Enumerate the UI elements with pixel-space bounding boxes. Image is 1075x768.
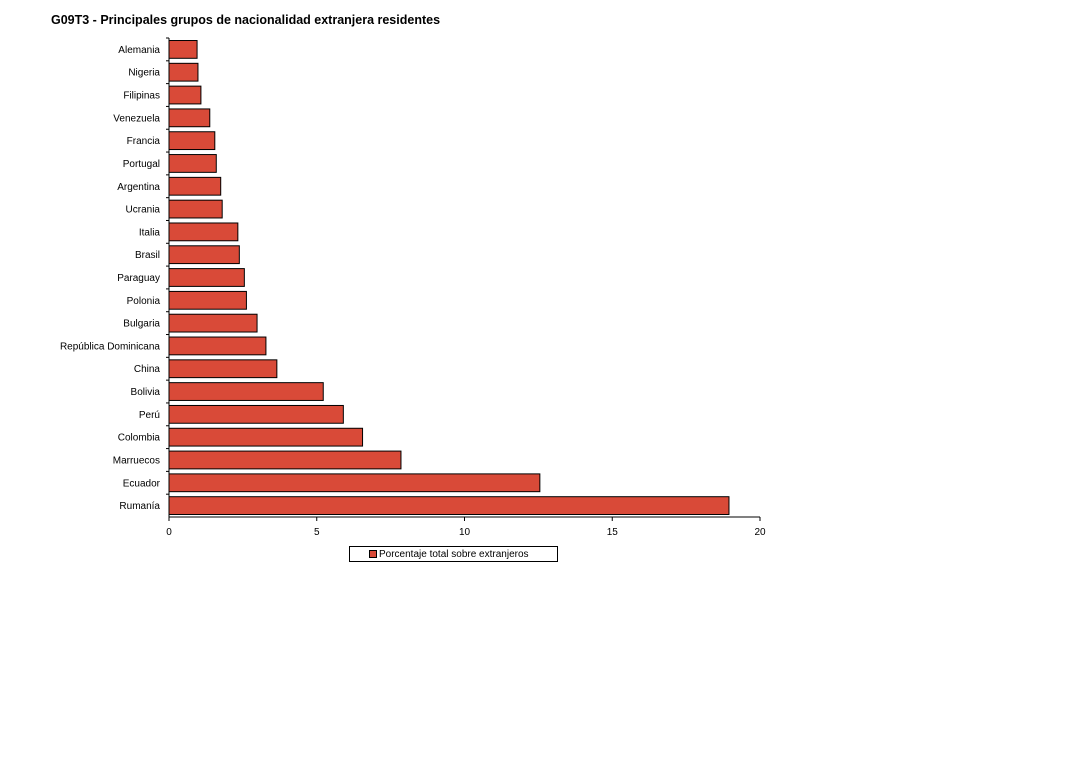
bar xyxy=(168,496,730,515)
bar xyxy=(168,176,222,196)
bar xyxy=(168,199,223,219)
bar xyxy=(168,154,217,173)
category-label: Argentina xyxy=(117,182,160,193)
bar xyxy=(168,62,199,82)
bar xyxy=(168,290,247,310)
category-label: Filipinas xyxy=(123,91,160,102)
category-label: Venezuela xyxy=(113,113,160,124)
bar xyxy=(168,382,324,401)
x-tick-label: 15 xyxy=(607,527,619,538)
bar xyxy=(168,40,198,59)
category-label: República Dominicana xyxy=(60,341,160,352)
chart-title: G09T3 - Principales grupos de nacionalid… xyxy=(51,13,441,27)
category-label: Portugal xyxy=(123,159,160,170)
category-label: Francia xyxy=(127,136,161,147)
category-label: Colombia xyxy=(118,433,161,444)
bar xyxy=(168,427,364,447)
x-tick-label: 10 xyxy=(459,527,471,538)
legend: Porcentaje total sobre extranjeros xyxy=(349,546,558,562)
category-label: Bolivia xyxy=(131,387,161,398)
bar xyxy=(168,108,211,128)
category-label: Italia xyxy=(139,227,161,238)
bar xyxy=(168,336,267,356)
category-label: Perú xyxy=(139,410,160,421)
category-label: Rumanía xyxy=(119,501,160,512)
category-label: Paraguay xyxy=(117,273,160,284)
x-tick-label: 5 xyxy=(314,527,320,538)
category-label: Ecuador xyxy=(123,478,161,489)
bar xyxy=(168,359,278,379)
category-label: Marruecos xyxy=(113,455,160,466)
bar xyxy=(168,131,216,151)
bar xyxy=(168,222,239,242)
category-label: Ucrania xyxy=(126,205,161,216)
bar xyxy=(168,85,202,105)
category-label: Nigeria xyxy=(128,68,160,79)
category-label: Brasil xyxy=(135,250,160,261)
legend-swatch xyxy=(369,550,377,558)
bar xyxy=(168,404,344,424)
bar xyxy=(168,313,258,333)
category-label: Alemania xyxy=(118,45,160,56)
category-label: China xyxy=(134,364,161,375)
bar xyxy=(168,245,240,265)
bar xyxy=(168,450,402,470)
bar xyxy=(168,473,541,493)
x-tick-label: 0 xyxy=(166,527,172,538)
category-label: Polonia xyxy=(127,296,161,307)
legend-label: Porcentaje total sobre extranjeros xyxy=(379,548,529,560)
category-label: Bulgaria xyxy=(123,319,160,330)
bar xyxy=(168,268,245,287)
x-tick-label: 20 xyxy=(754,527,766,538)
